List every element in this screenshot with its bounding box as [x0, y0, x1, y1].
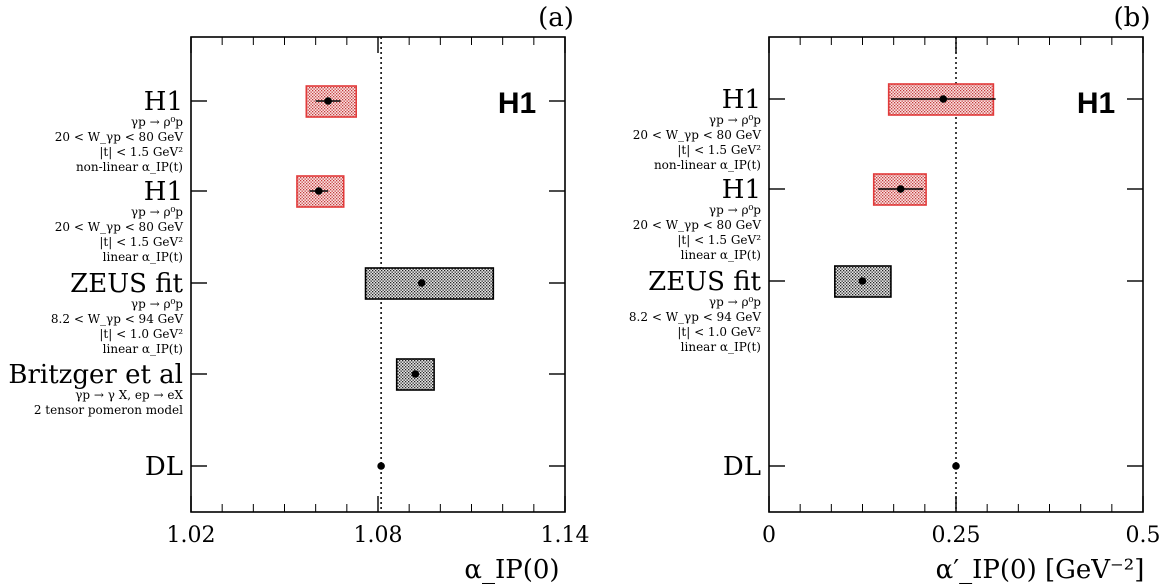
panel-b-xtick-label: 0.5: [1126, 523, 1161, 548]
panel-b-row-sublabel: γp → ρ⁰p: [709, 113, 761, 127]
panel-b-row-sublabel: 8.2 < W_γp < 94 GeV: [629, 310, 761, 324]
panel-a-row-sublabel: 20 < W_γp < 80 GeV: [55, 130, 184, 144]
panel-b-row-sublabel: linear α_IP(t): [681, 340, 761, 354]
panel-a-row-label: DL: [145, 452, 183, 482]
panel-a-syst-box: [364, 267, 495, 300]
panel-b-row-label: H1: [722, 85, 761, 115]
panel-a-data-point: [377, 462, 385, 470]
panel-a-data-point: [314, 187, 323, 195]
panel-a-xlabel: α_IP(0): [464, 555, 559, 585]
panel-a-row-label: ZEUS fit: [70, 269, 183, 299]
panel-b-row-sublabel: linear α_IP(t): [681, 248, 761, 262]
panel-a-row-sublabel: linear α_IP(t): [103, 342, 183, 356]
panel-b-row-sublabel: |t| < 1.5 GeV²: [677, 143, 761, 157]
panel-b-data-point: [952, 462, 960, 470]
panel-b-brand: H1: [1077, 87, 1115, 120]
panel-a-row-sublabel: 20 < W_γp < 80 GeV: [55, 220, 184, 234]
panel-a-row-label: Britzger et al: [8, 360, 183, 390]
panel-a-row-sublabel: γp → ρ⁰p: [131, 297, 183, 311]
panel-a-row-sublabel: linear α_IP(t): [103, 250, 183, 264]
panel-a-row-sublabel: |t| < 1.5 GeV²: [99, 235, 183, 249]
panel-b-row-label: H1: [722, 175, 761, 205]
panel-a-label: (a): [538, 3, 574, 33]
panel-a-data-point: [411, 370, 420, 378]
panel-a-xtick-label: 1.02: [167, 523, 216, 548]
panel-a-xtick-label: 1.08: [354, 523, 403, 548]
panel-b-data-point: [896, 185, 905, 193]
panel-a-row-sublabel: 8.2 < W_γp < 94 GeV: [51, 312, 183, 326]
panel-b-row-sublabel: |t| < 1.0 GeV²: [677, 325, 761, 339]
panel-b-row-label: ZEUS fit: [648, 267, 761, 297]
panel-a-data-point: [324, 97, 332, 105]
panel-a-row-sublabel: |t| < 1.5 GeV²: [99, 145, 183, 159]
panel-b-row-sublabel: γp → ρ⁰p: [709, 203, 761, 217]
panel-a-row-sublabel: |t| < 1.0 GeV²: [99, 327, 183, 341]
panel-b-data-point: [858, 277, 867, 285]
panel-a-brand: H1: [498, 87, 536, 120]
panel-a-row-sublabel: 2 tensor pomeron model: [34, 403, 183, 417]
panel-a-row-sublabel: γp → ρ⁰p: [131, 205, 183, 219]
panel-b-row-sublabel: γp → ρ⁰p: [709, 295, 761, 309]
panel-b-row-label: DL: [723, 452, 761, 482]
panel-a-xtick-label: 1.14: [541, 523, 590, 548]
panel-a-row-sublabel: non-linear α_IP(t): [76, 160, 183, 174]
panel-b-row-sublabel: 20 < W_γp < 80 GeV: [633, 128, 762, 142]
panel-a-row-sublabel: γp → γ X, ep → eX: [75, 388, 183, 402]
panel-b-row-sublabel: non-linear α_IP(t): [654, 158, 761, 172]
panel-a-data-point: [417, 279, 426, 287]
panel-b-label: (b): [1114, 3, 1151, 33]
panel-b-xtick-label: 0: [762, 523, 776, 548]
panel-b-data-point: [939, 95, 948, 103]
panel-a-row-label: H1: [144, 177, 183, 207]
panel-b-row-sublabel: |t| < 1.5 GeV²: [677, 233, 761, 247]
panel-b-xtick-label: 0.25: [932, 523, 981, 548]
panel-b-xlabel: α′_IP(0) [GeV⁻²]: [936, 555, 1145, 585]
panel-b-row-sublabel: 20 < W_γp < 80 GeV: [633, 218, 762, 232]
panel-a-row-label: H1: [144, 87, 183, 117]
panel-a-row-sublabel: γp → ρ⁰p: [131, 115, 183, 129]
